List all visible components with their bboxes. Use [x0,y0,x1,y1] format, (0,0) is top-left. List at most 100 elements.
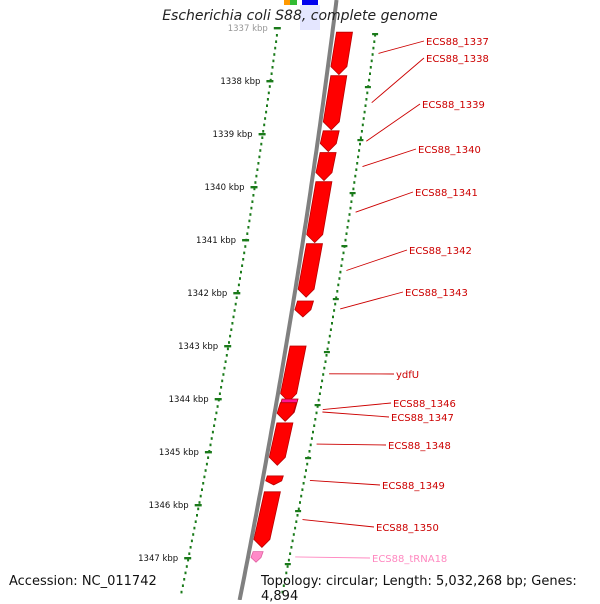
scale-dot-inner [215,412,217,415]
scale-dot-outer [364,111,366,114]
scale-dot-outer [314,418,316,421]
scale-dot-inner [236,296,238,299]
scale-dot-inner [269,85,271,88]
genome-backbone [240,0,337,600]
feature-label: ECS88_1342 [409,246,472,257]
scale-dot-outer [345,239,347,242]
scale-dot-outer [350,200,352,203]
scale-dot-outer [354,175,356,178]
kbp-tick-outer [285,563,291,565]
scale-dot-outer [360,136,362,139]
kbp-tick-outer [333,298,339,300]
scale-dot-inner [193,527,195,530]
scale-dot-outer [321,380,323,383]
scale-dot-inner [265,111,267,114]
scale-dot-inner [257,162,259,165]
scale-dot-outer [298,508,300,511]
scale-dot-inner [254,181,256,184]
scale-dot-inner [258,156,260,159]
scale-dot-inner [205,469,207,472]
scale-dot-outer [292,540,294,543]
scale-dot-outer [343,252,345,255]
scale-dot-outer [351,194,353,197]
scale-dot-inner [256,168,258,171]
feature-label: ECS88_tRNA18 [372,554,447,565]
scale-dot-inner [238,284,240,287]
scale-dot-inner [212,431,214,434]
feature-leader-line [356,192,413,212]
scale-dot-outer [320,386,322,389]
scale-dot-inner [213,424,215,427]
legend-swatch-blue [302,0,318,5]
feature-label: ECS88_1343 [405,288,468,299]
kbp-tick-label: 1346 kbp [149,501,189,511]
kbp-tick-outer [315,404,321,406]
feature-arrow [331,32,353,74]
scale-dot-inner [262,130,264,133]
kbp-tick-outer [324,351,330,353]
feature-arrow [277,403,296,422]
feature-label: ECS88_1347 [391,413,454,424]
legend-swatch-orange [284,0,290,5]
scale-dot-outer [328,341,330,344]
kbp-tick [242,239,249,241]
scale-dot-outer [309,450,311,453]
scale-dot-inner [199,501,201,504]
scale-dot-outer [336,290,338,293]
scale-dot-outer [303,482,305,485]
kbp-tick-outer [372,33,378,35]
kbp-tick-label: 1338 kbp [220,77,260,87]
feature-leader-line [346,250,407,271]
kbp-tick-label: 1347 kbp [138,554,178,564]
scale-dot-outer [288,559,290,562]
scale-dot-inner [246,232,248,235]
scale-dot-inner [267,98,269,101]
scale-dot-outer [323,367,325,370]
scale-dot-outer [368,79,370,82]
kbp-tick-label: 1341 kbp [196,236,236,246]
scale-dot-inner [228,341,230,344]
scale-dot-outer [365,104,367,107]
feature-label: ECS88_1341 [415,188,478,199]
feature-leader-line [340,292,403,309]
scale-dot-outer [319,392,321,395]
scale-dot-inner [186,565,188,568]
scale-dot-inner [219,392,221,395]
kbp-tick-label: 1337 kbp [228,24,268,34]
kbp-tick-label: 1342 kbp [187,289,227,299]
scale-dot-inner [185,572,187,575]
scale-dot-outer [338,277,340,280]
feature-leader-line [372,58,424,103]
feature-leader-line [310,480,380,485]
kbp-tick-outer [305,457,311,459]
kbp-tick-outer [357,139,363,141]
scale-dot-outer [327,348,329,351]
scale-dot-inner [235,303,237,306]
scale-dot-inner [214,418,216,421]
scale-dot-inner [206,463,208,466]
scale-dot-outer [355,168,357,171]
kbp-tick [259,133,266,135]
scale-dot-inner [260,143,262,146]
scale-dot-outer [312,431,314,434]
scale-dot-outer [365,98,367,101]
scale-dot-inner [196,514,198,517]
scale-dot-inner [190,546,192,549]
kbp-tick [251,186,258,188]
kbp-tick [274,27,281,29]
scale-dot-outer [339,271,341,274]
scale-dot-outer [358,149,360,152]
kbp-tick [266,80,273,82]
accession-text: Accession: NC_011742 [9,574,157,589]
feature-label: ECS88_1337 [426,37,489,48]
scale-dot-inner [224,367,226,370]
scale-dot-inner [244,245,246,248]
feature-label: ECS88_1350 [376,523,439,534]
scale-dot-inner [221,380,223,383]
scale-dot-outer [294,527,296,530]
scale-dot-inner [263,124,265,127]
scale-dot-outer [318,399,320,402]
scale-dot-inner [229,335,231,338]
kbp-tick-label: 1345 kbp [159,448,199,458]
